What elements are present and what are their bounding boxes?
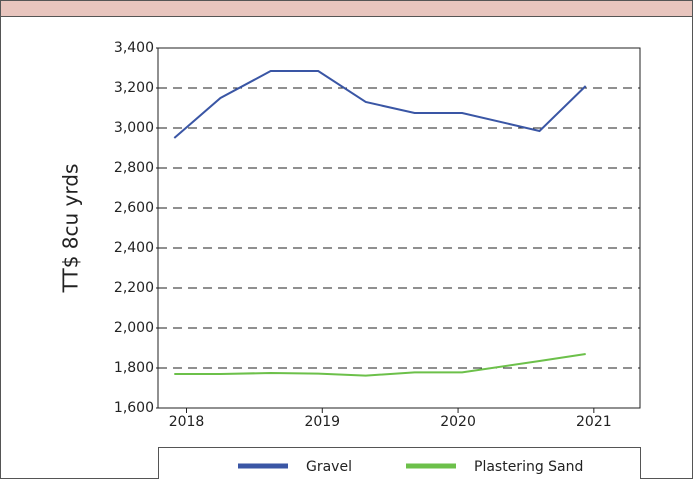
y-tick-label: 2,400: [114, 240, 154, 256]
y-tick-label: 3,000: [114, 120, 154, 136]
legend-label: Plastering Sand: [474, 459, 583, 475]
y-tick-label: 2,200: [114, 280, 154, 296]
y-tick-label: 3,400: [114, 40, 154, 56]
y-tick-label: 3,200: [114, 80, 154, 96]
y-tick-label: 2,600: [114, 200, 154, 216]
y-tick-label: 2,800: [114, 160, 154, 176]
y-tick-label: 2,000: [114, 320, 154, 336]
x-tick-label: 2019: [304, 414, 340, 430]
y-tick-label: 1,600: [114, 400, 154, 416]
x-tick-label: 2021: [576, 414, 612, 430]
y-axis-label: TT$ 8cu yrds: [59, 164, 83, 294]
legend: [158, 447, 641, 479]
plot-frame: [157, 47, 641, 409]
y-tick-label: 1,800: [114, 360, 154, 376]
header-band: [0, 0, 693, 17]
series-line: [173, 70, 587, 139]
series-line: [174, 353, 586, 377]
legend-label: Gravel: [306, 459, 352, 475]
x-tick-label: 2020: [440, 414, 476, 430]
x-tick-label: 2018: [169, 414, 205, 430]
